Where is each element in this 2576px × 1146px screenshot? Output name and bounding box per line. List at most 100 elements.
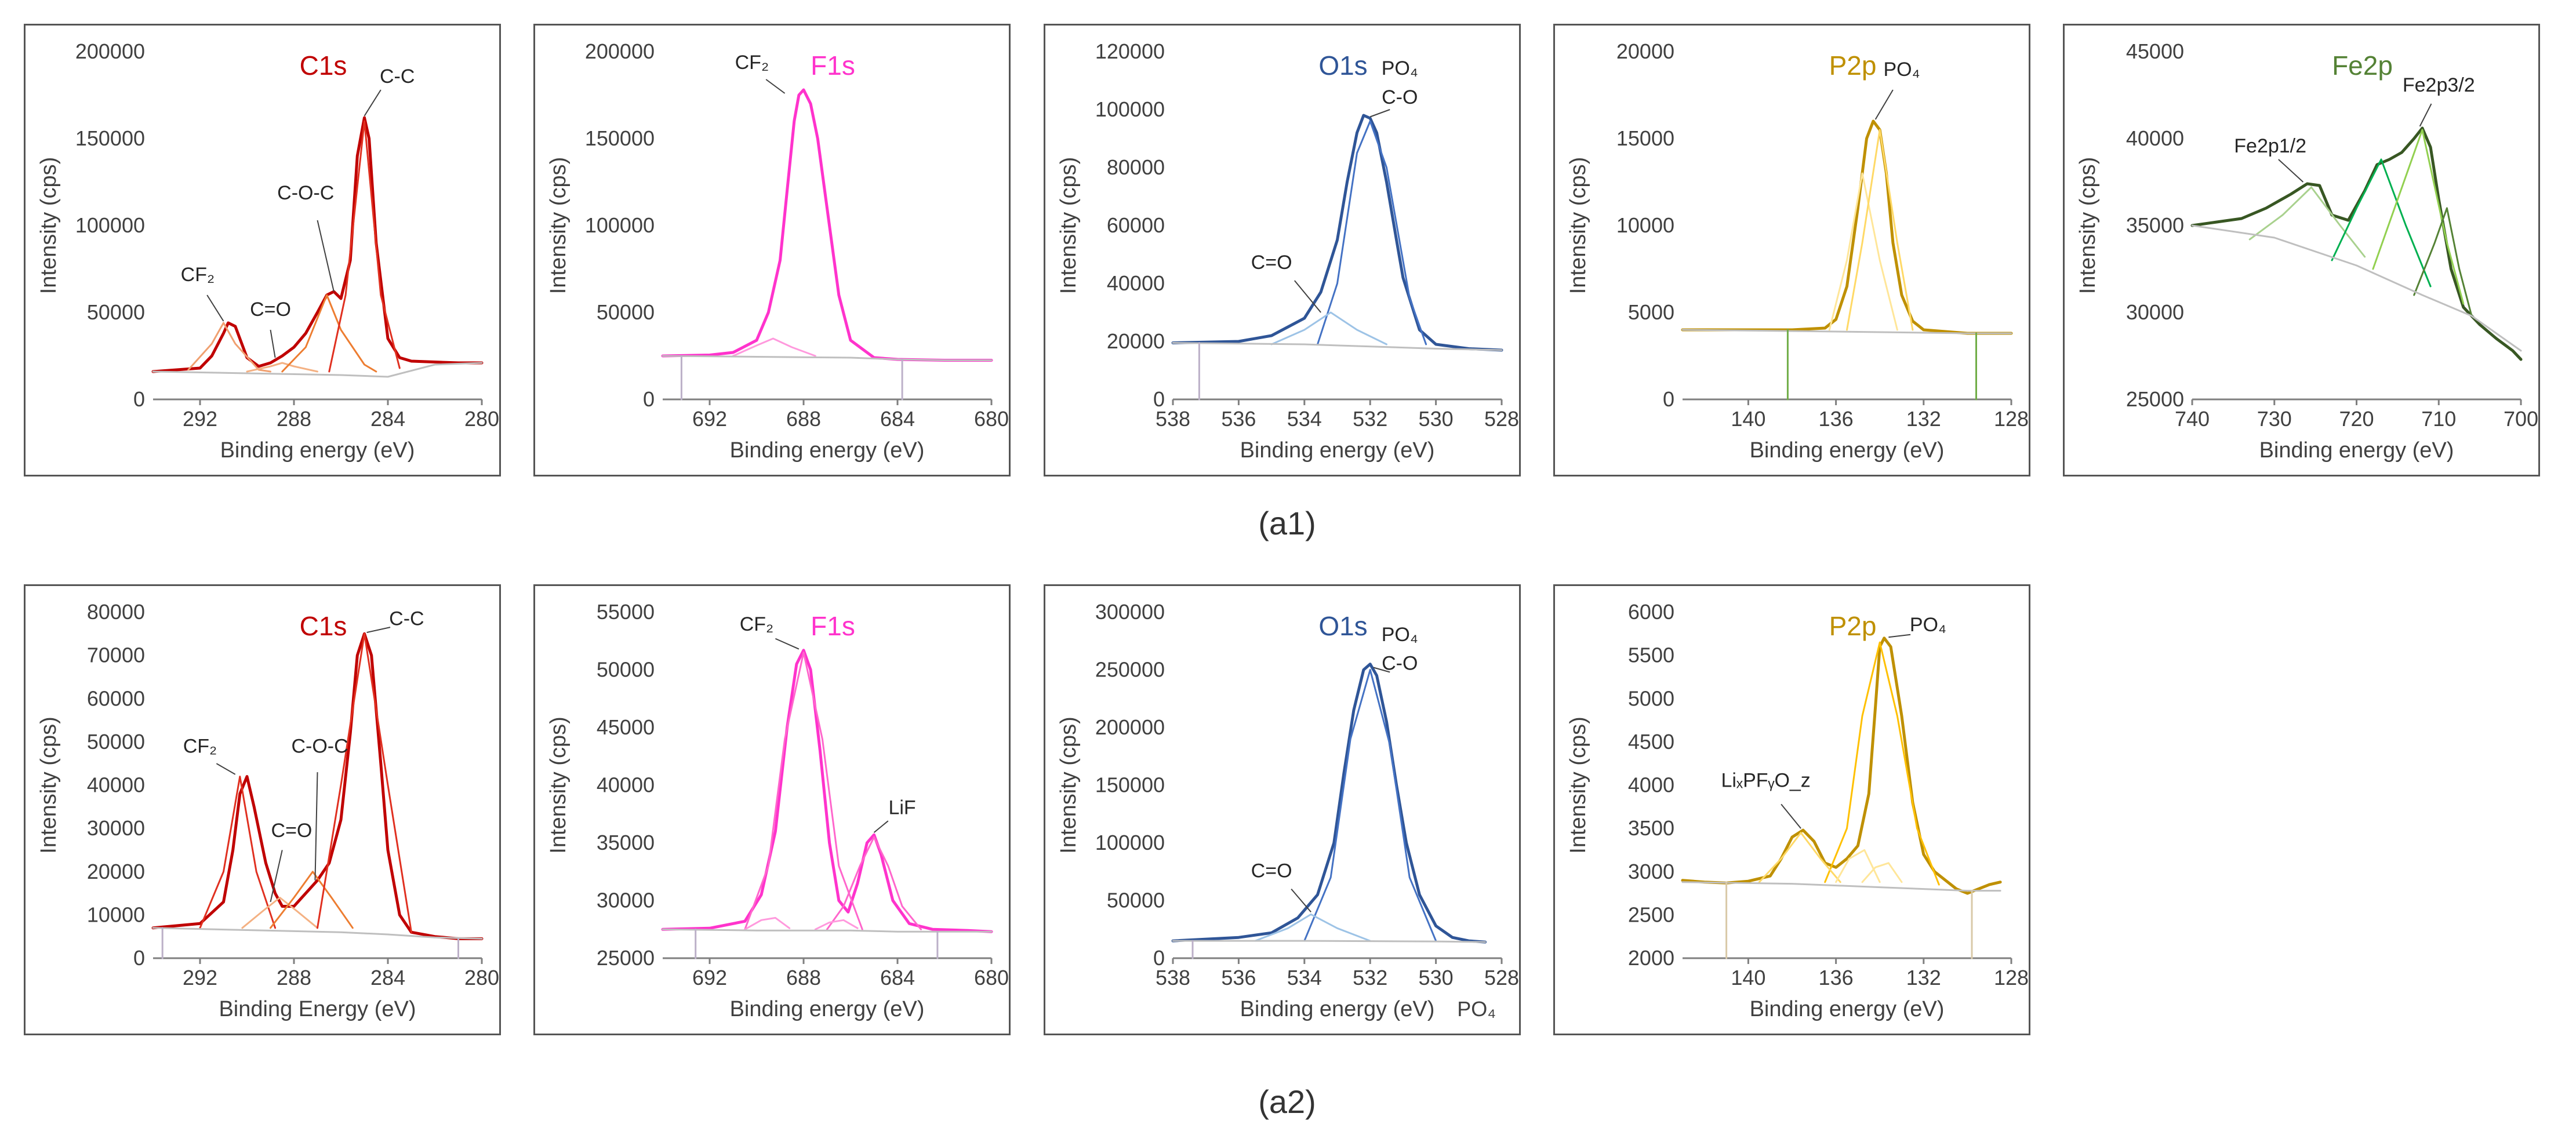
annotation-leader xyxy=(1369,109,1390,118)
chart-svg-a2-o1s: 538 536 534 532 530 528 0 50000 100000 150000 2000… xyxy=(1056,600,1519,1021)
y-tick-label: 150000 xyxy=(585,126,655,150)
annotation-leader xyxy=(775,638,800,650)
y-tick-label: 35000 xyxy=(597,831,655,854)
annotation-label: PO₄ xyxy=(1382,57,1418,79)
chart-svg-a1-c1s: 292 288 284 280 0 50000 100000 150000 200000 Bind… xyxy=(37,39,499,463)
y-axis-title: Intensity (cps) xyxy=(1566,157,1590,294)
x-tick-label: 536 xyxy=(1221,966,1256,989)
y-tick-label: 35000 xyxy=(2126,213,2184,237)
y-tick-label: 150000 xyxy=(75,126,145,150)
series-line-1 xyxy=(1681,636,2002,895)
y-tick-label: 60000 xyxy=(87,686,145,710)
series-line-2 xyxy=(1824,641,1940,886)
series-line-0 xyxy=(1172,663,1487,943)
y-tick-label: 25000 xyxy=(2126,387,2184,411)
x-axis-title: Binding energy (eV) xyxy=(1240,438,1435,463)
chart-svg-a1-o1s: 538 536 534 532 530 528 0 20000 40000 60000 80000 1… xyxy=(1056,39,1519,463)
series-line-0 xyxy=(662,89,993,361)
series-line-5 xyxy=(814,919,859,930)
annotation-leader xyxy=(366,627,391,634)
y-tick-label: 30000 xyxy=(597,889,655,912)
panel-a1-p2p: 140 136 132 128 0 5000 10000 15000 20000 Binding … xyxy=(1553,24,2030,476)
x-tick-label: 688 xyxy=(786,407,821,431)
x-tick-label: 136 xyxy=(1819,407,1854,431)
panel-title: F1s xyxy=(811,50,855,81)
y-tick-label: 200000 xyxy=(1095,715,1165,739)
panel-title: P2p xyxy=(1829,50,1877,81)
y-tick-label: 50000 xyxy=(1107,889,1165,912)
x-axis-title: Binding energy (eV) xyxy=(1240,997,1435,1021)
series-line-1 xyxy=(151,116,484,373)
y-tick-label: 50000 xyxy=(87,730,145,754)
y-tick-label: 200000 xyxy=(75,39,145,63)
series-line-6 xyxy=(152,362,483,378)
annotation-leader xyxy=(1874,89,1894,120)
y-tick-label: 0 xyxy=(1663,387,1674,411)
annotation-label: C=O xyxy=(1251,860,1292,882)
x-tick-label: 128 xyxy=(1994,407,2029,431)
y-tick-label: 150000 xyxy=(1095,773,1165,797)
y-tick-label: 20000 xyxy=(1616,39,1674,63)
annotation-leader xyxy=(1781,803,1801,829)
annotation-leader xyxy=(216,763,236,775)
annotation-label: C-O-C xyxy=(277,182,334,204)
y-axis-title: Intensity (cps) xyxy=(1566,716,1590,854)
x-tick-label: 730 xyxy=(2257,407,2292,431)
series-line-1 xyxy=(1171,663,1487,944)
y-tick-label: 80000 xyxy=(1107,155,1165,179)
annotation-label: C-O-C xyxy=(291,736,348,758)
x-tick-label: 534 xyxy=(1287,407,1322,431)
x-axis-title: Binding energy (eV) xyxy=(1750,438,1945,463)
y-tick-label: 30000 xyxy=(2126,300,2184,324)
annotation-label: LiₓPFᵧO_z xyxy=(1721,769,1810,791)
series-line-4 xyxy=(2372,129,2465,305)
series-line-2 xyxy=(199,776,277,929)
series-line-1 xyxy=(1171,114,1503,352)
x-tick-label: 710 xyxy=(2421,407,2456,431)
y-tick-label: 2500 xyxy=(1628,903,1674,926)
y-tick-label: 6000 xyxy=(1628,600,1674,624)
x-tick-label: 132 xyxy=(1906,966,1941,989)
annotation-label: CF₂ xyxy=(740,613,774,635)
panel-title: F1s xyxy=(811,611,855,641)
series-line-3 xyxy=(826,836,922,930)
x-tick-label: 532 xyxy=(1353,407,1387,431)
annotation-label: CF₂ xyxy=(735,52,769,74)
x-tick-label: 684 xyxy=(880,966,915,989)
annotation-leader xyxy=(270,850,283,903)
annotation-label: C-O xyxy=(1382,653,1418,675)
y-tick-label: 50000 xyxy=(87,300,145,324)
x-axis-title: Binding energy (eV) xyxy=(2259,438,2454,463)
annotation-label: Fe2p1/2 xyxy=(2234,135,2306,157)
series-line-3 xyxy=(1846,129,1914,331)
y-tick-label: 0 xyxy=(133,387,145,411)
y-tick-label: 40000 xyxy=(597,773,655,797)
y-tick-label: 0 xyxy=(1153,387,1165,411)
panel-a1-c1s: 292 288 284 280 0 50000 100000 150000 200000 Bind… xyxy=(24,24,501,476)
annotation-label: LiF xyxy=(888,796,915,818)
series-line-5 xyxy=(328,120,401,373)
chart-svg-a1-f1s: 692 688 684 680 0 50000 100000 150000 200000 Bind… xyxy=(546,39,1009,463)
series-line-2 xyxy=(1317,120,1427,345)
y-axis-title: Intensity (cps) xyxy=(37,157,61,294)
x-tick-label: 720 xyxy=(2339,407,2374,431)
y-tick-label: 50000 xyxy=(597,658,655,682)
y-tick-label: 5500 xyxy=(1628,643,1674,667)
panel-a1-o1s: 538 536 534 532 530 528 0 20000 40000 60000 80000 1… xyxy=(1044,24,1521,476)
x-tick-label: 140 xyxy=(1731,407,1765,431)
annotation-label: PO₄ xyxy=(1382,624,1418,646)
series-line-4 xyxy=(1681,329,2012,334)
panel-a1-f1s: 692 688 684 680 0 50000 100000 150000 200000 Bind… xyxy=(533,24,1011,476)
y-tick-label: 10000 xyxy=(1616,213,1674,237)
annotation-label: C-O xyxy=(1382,86,1418,108)
series-line-0 xyxy=(1681,120,2012,334)
x-axis-title: Binding energy (eV) xyxy=(220,438,415,463)
panel-title: O1s xyxy=(1318,50,1367,81)
series-line-1 xyxy=(1681,119,2013,335)
x-axis-title: Binding energy (eV) xyxy=(730,438,925,463)
panel-title: C1s xyxy=(300,50,347,81)
x-tick-label: 140 xyxy=(1731,966,1765,989)
y-tick-label: 100000 xyxy=(75,213,145,237)
x-tick-label: 530 xyxy=(1419,407,1454,431)
annotation-leader xyxy=(314,772,318,881)
